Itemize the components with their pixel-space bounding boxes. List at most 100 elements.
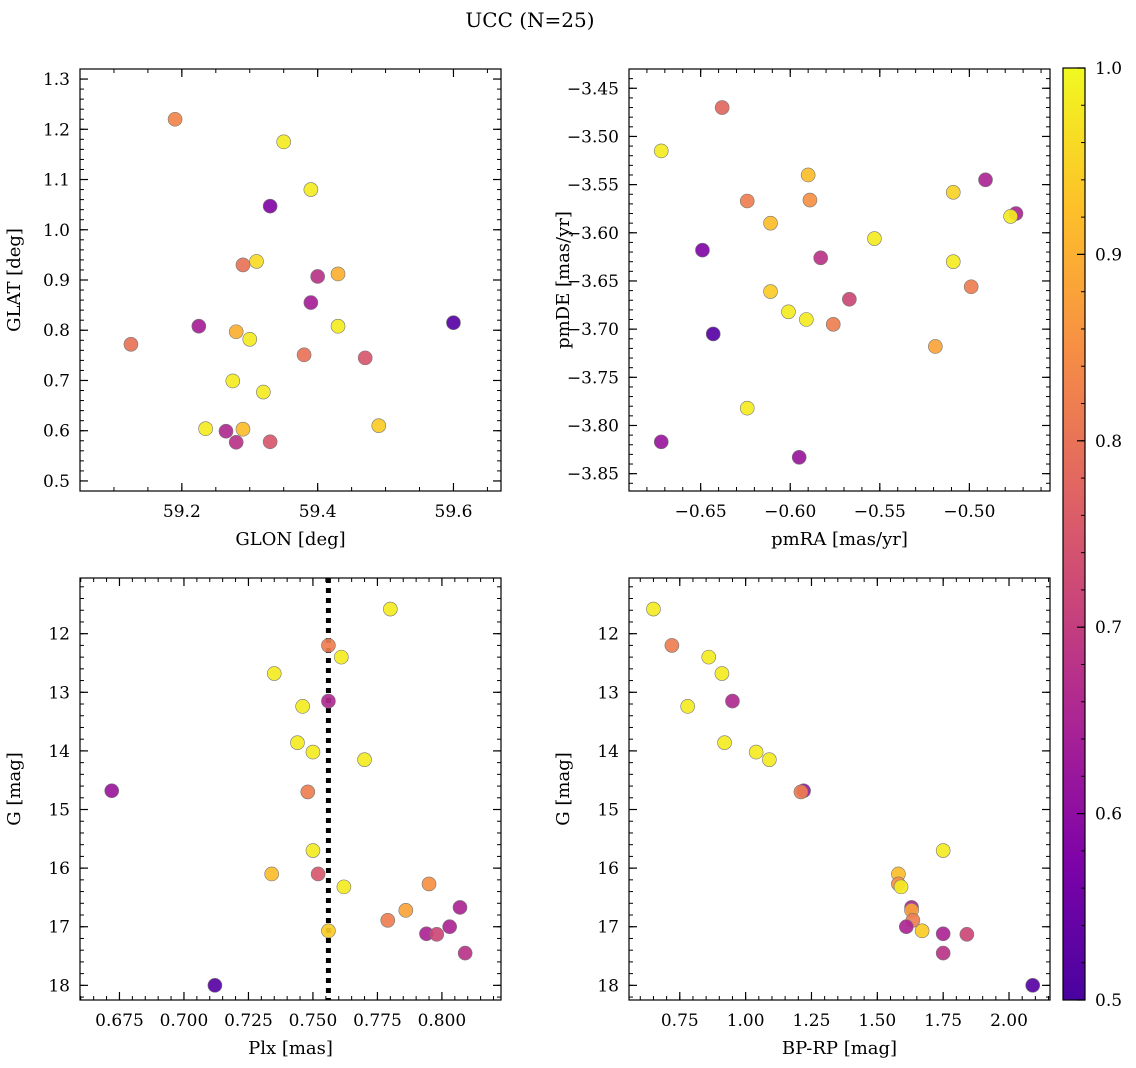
- x-axis-label: pmRA [mas/yr]: [771, 529, 908, 550]
- panel-1: 59.2 59.4 59.6 0.5 0.6 0.7 0.8 0.9 1.0 1.1 1.2 1.3 G…: [4, 68, 502, 550]
- scatter-point: [646, 601, 661, 617]
- y-tick-label: −3.55: [567, 176, 619, 196]
- y-tick-label: −3.60: [567, 224, 619, 244]
- y-tick-label: 0.7: [43, 371, 70, 391]
- scatter-point: [262, 434, 278, 450]
- scatter-point: [739, 193, 755, 209]
- y-tick-label: 15: [48, 801, 70, 821]
- scatter-point: [321, 923, 336, 939]
- colorbar-tick-label: 1.0: [1095, 59, 1122, 79]
- scatter-point: [893, 879, 909, 895]
- axes-frame: [628, 577, 1051, 1001]
- y-tick-label: −3.80: [567, 416, 619, 436]
- y-tick-label: 1.1: [43, 171, 70, 191]
- y-tick-label: 16: [597, 859, 619, 879]
- scatter-point: [695, 242, 710, 258]
- scatter-point: [959, 927, 975, 942]
- scatter-point: [167, 111, 183, 127]
- scatter-point: [357, 752, 372, 767]
- scatter-point: [842, 291, 857, 307]
- x-axis-label: Plx [mas]: [248, 1038, 333, 1059]
- scatter-point: [207, 978, 223, 993]
- scatter-point: [321, 693, 336, 709]
- scatter-point: [123, 337, 139, 352]
- scatter-point: [763, 284, 778, 299]
- scatter-point: [717, 735, 732, 750]
- scatter-point: [305, 744, 321, 760]
- scatter-point: [305, 843, 321, 858]
- y-tick-label: 0.8: [43, 321, 70, 341]
- colorbar: 0.5 0.6 0.7 0.8 0.9 1.0: [1062, 59, 1122, 1011]
- scatter-point: [191, 318, 207, 334]
- scatter-point: [791, 449, 807, 465]
- scatter-point: [800, 167, 816, 183]
- scatter-point: [1003, 209, 1018, 224]
- scatter-point: [321, 638, 336, 653]
- x-axis-label: GLON [deg]: [235, 529, 345, 550]
- x-tick-label: 0.700: [160, 1011, 209, 1031]
- scatter-point: [714, 666, 730, 681]
- scatter-point: [898, 919, 914, 935]
- scatter-point: [725, 693, 740, 709]
- scatter-point: [799, 312, 814, 327]
- x-tick-label: 59.4: [299, 502, 337, 522]
- scatter-point: [762, 752, 777, 767]
- scatter-point: [334, 649, 349, 665]
- scatter-point: [300, 784, 316, 800]
- scatter-point: [653, 143, 669, 159]
- scatter-point: [763, 215, 778, 231]
- scatter-point: [225, 373, 241, 389]
- scatter-point: [714, 100, 730, 115]
- y-tick-label: −3.50: [567, 127, 619, 147]
- colorbar-tick-label: 0.6: [1095, 805, 1122, 825]
- scatter-point: [264, 866, 279, 882]
- scatter-point: [653, 434, 669, 450]
- panel-2: −0.65 −0.60 −0.55 −0.50 −3.85 −3.80 −3.75 −3.70…: [553, 68, 1051, 550]
- scatter-point: [336, 879, 352, 895]
- y-tick-label: −3.70: [567, 320, 619, 340]
- scatter-point: [256, 384, 271, 400]
- x-tick-label: 0.725: [224, 1011, 273, 1031]
- scatter-point: [295, 699, 310, 714]
- scatter-point: [945, 254, 961, 269]
- scatter-point: [330, 266, 346, 282]
- scatter-point: [303, 295, 319, 310]
- y-tick-label: 17: [48, 918, 70, 938]
- y-tick-label: −3.45: [567, 79, 619, 99]
- scatter-point: [452, 900, 468, 915]
- y-tick-label: −3.85: [567, 465, 619, 485]
- colorbar-tick-label: 0.5: [1095, 991, 1122, 1011]
- panels: 59.2 59.4 59.6 0.5 0.6 0.7 0.8 0.9 1.0 1.1 1.2 1.3 G…: [4, 68, 1051, 1059]
- scatter-point: [104, 783, 120, 799]
- scatter-point: [266, 666, 282, 681]
- y-tick-label: −3.65: [567, 272, 619, 292]
- scatter-point: [228, 324, 244, 340]
- scatter-point: [383, 601, 398, 617]
- y-tick-label: 17: [597, 918, 619, 938]
- y-axis-label: pmDE [mas/yr]: [553, 211, 574, 349]
- y-tick-label: 1.3: [43, 70, 70, 90]
- y-tick-label: 18: [48, 976, 70, 996]
- scatter-point: [357, 350, 373, 366]
- x-tick-label: 0.75: [661, 1011, 699, 1031]
- y-tick-label: 12: [48, 625, 70, 645]
- scatter-point: [705, 326, 721, 342]
- scatter-point: [303, 182, 319, 197]
- y-tick-label: −3.75: [567, 368, 619, 388]
- y-tick-label: 13: [48, 683, 70, 703]
- x-tick-label: 1.50: [858, 1011, 896, 1031]
- y-tick-label: 1.2: [43, 120, 70, 140]
- scatter-point: [290, 735, 305, 750]
- scatter-point: [371, 418, 387, 433]
- scatter-point: [198, 421, 213, 437]
- y-axis-label: G [mag]: [4, 752, 25, 825]
- axes-frame: [79, 68, 502, 492]
- scatter-point: [249, 254, 264, 269]
- x-tick-label: 1.25: [793, 1011, 831, 1031]
- colorbar-tick-label: 0.8: [1095, 432, 1122, 452]
- x-axis-label: BP-RP [mag]: [782, 1038, 897, 1059]
- x-tick-label: −0.60: [764, 502, 816, 522]
- scatter-point: [739, 400, 755, 416]
- scatter-point: [398, 903, 414, 918]
